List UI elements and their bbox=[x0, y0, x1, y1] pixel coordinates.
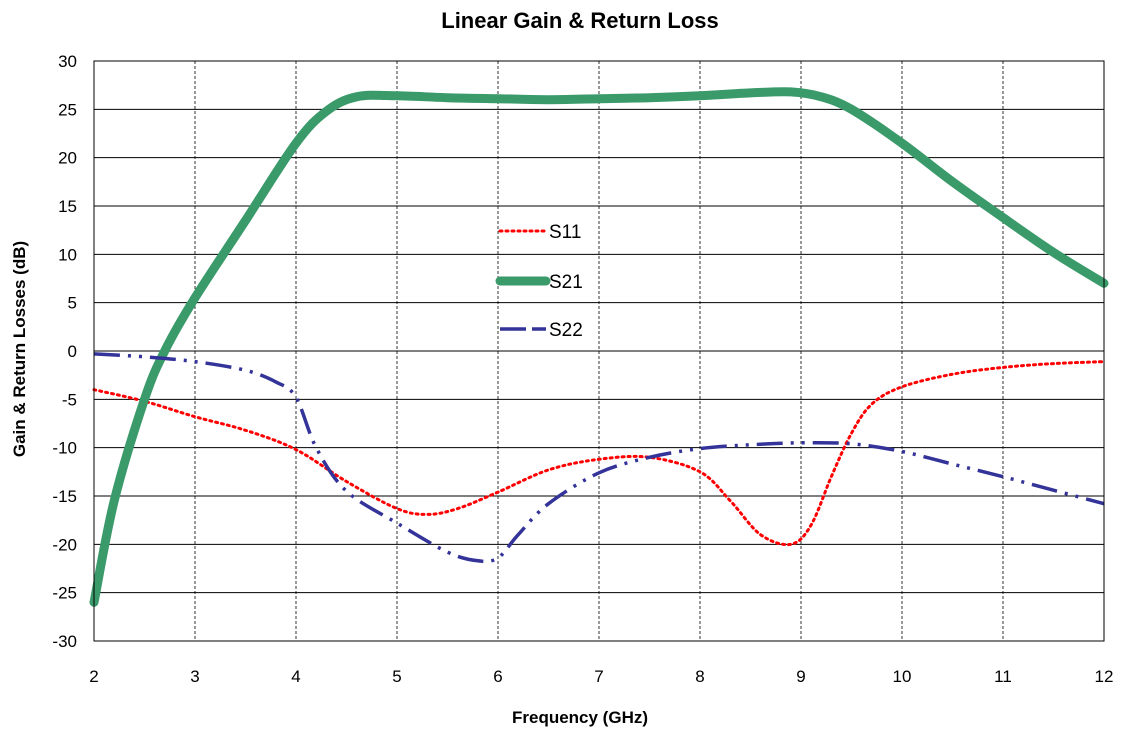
y-tick-label: 25 bbox=[58, 100, 77, 119]
y-axis-title: Gain & Return Losses (dB) bbox=[10, 241, 29, 457]
y-tick-label: -30 bbox=[52, 632, 77, 651]
y-tick-label: 20 bbox=[58, 149, 77, 168]
y-tick-labels: 30 25 20 15 10 5 0 -5 -10 -15 -20 -25 -30 bbox=[52, 52, 77, 651]
series-line-s11 bbox=[92, 360, 1106, 547]
x-tick-label: 5 bbox=[392, 667, 401, 686]
y-tick-label: -20 bbox=[52, 535, 77, 554]
x-tick-label: 11 bbox=[994, 667, 1012, 686]
x-tick-label: 4 bbox=[291, 667, 300, 686]
x-tick-label: 7 bbox=[594, 667, 603, 686]
y-tick-label: 10 bbox=[58, 245, 77, 264]
x-tick-label: 12 bbox=[1095, 667, 1114, 686]
plot-frame bbox=[93, 60, 1105, 642]
y-tick-label: -15 bbox=[52, 487, 77, 506]
chart-title: Linear Gain & Return Loss bbox=[441, 8, 719, 33]
y-tick-label: 5 bbox=[68, 294, 77, 313]
x-tick-label: 6 bbox=[493, 667, 502, 686]
grid bbox=[93, 60, 1105, 642]
series-line-s22 bbox=[93, 352, 1105, 564]
y-tick-label: 30 bbox=[58, 52, 77, 71]
legend-label-s22: S22 bbox=[549, 320, 583, 341]
x-tick-label: 9 bbox=[796, 667, 805, 686]
legend-label-s21: S21 bbox=[549, 272, 583, 293]
x-tick-label: 10 bbox=[893, 667, 912, 686]
x-tick-label: 3 bbox=[190, 667, 199, 686]
y-tick-label: 0 bbox=[68, 342, 77, 361]
x-tick-label: 8 bbox=[695, 667, 704, 686]
y-tick-label: -5 bbox=[62, 390, 77, 409]
y-tick-label: -25 bbox=[52, 584, 77, 603]
y-tick-label: -10 bbox=[52, 439, 77, 458]
series-line-s21 bbox=[89, 87, 1109, 607]
x-tick-labels: 2 3 4 5 6 7 8 9 10 11 12 bbox=[89, 667, 1113, 686]
x-axis-title: Frequency (GHz) bbox=[512, 708, 648, 727]
legend: S11 S21 S22 bbox=[495, 222, 583, 341]
x-tick-label: 2 bbox=[89, 667, 98, 686]
legend-label-s11: S11 bbox=[549, 222, 581, 243]
series-lines bbox=[89, 87, 1109, 607]
y-tick-label: 15 bbox=[58, 197, 77, 216]
